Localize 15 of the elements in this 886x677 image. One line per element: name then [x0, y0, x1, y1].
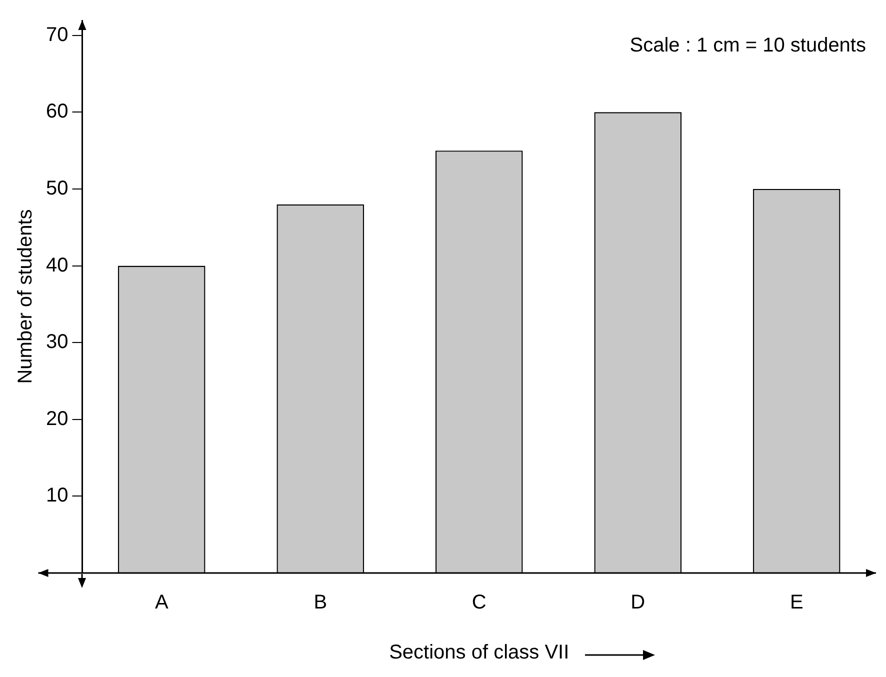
x-axis-title: Sections of class VII — [389, 642, 570, 664]
x-tick-label: B — [314, 592, 328, 614]
y-tick-label: 30 — [46, 331, 68, 354]
y-tick-label: 10 — [46, 484, 68, 507]
y-tick-label: 70 — [46, 24, 68, 46]
annotation: Scale : 1 cm = 10 students — [630, 34, 866, 57]
x-tick-label: A — [154, 592, 169, 614]
y-tick-label: 40 — [46, 254, 68, 276]
y-tick-label: 60 — [46, 100, 68, 123]
y-tick-label: 20 — [46, 408, 68, 430]
y-tick-label: 50 — [46, 177, 68, 200]
x-tick-label: E — [790, 592, 804, 614]
x-tick-label: C — [472, 592, 486, 614]
y-axis-title: Number of students — [14, 209, 37, 384]
x-tick-label: D — [630, 592, 646, 614]
